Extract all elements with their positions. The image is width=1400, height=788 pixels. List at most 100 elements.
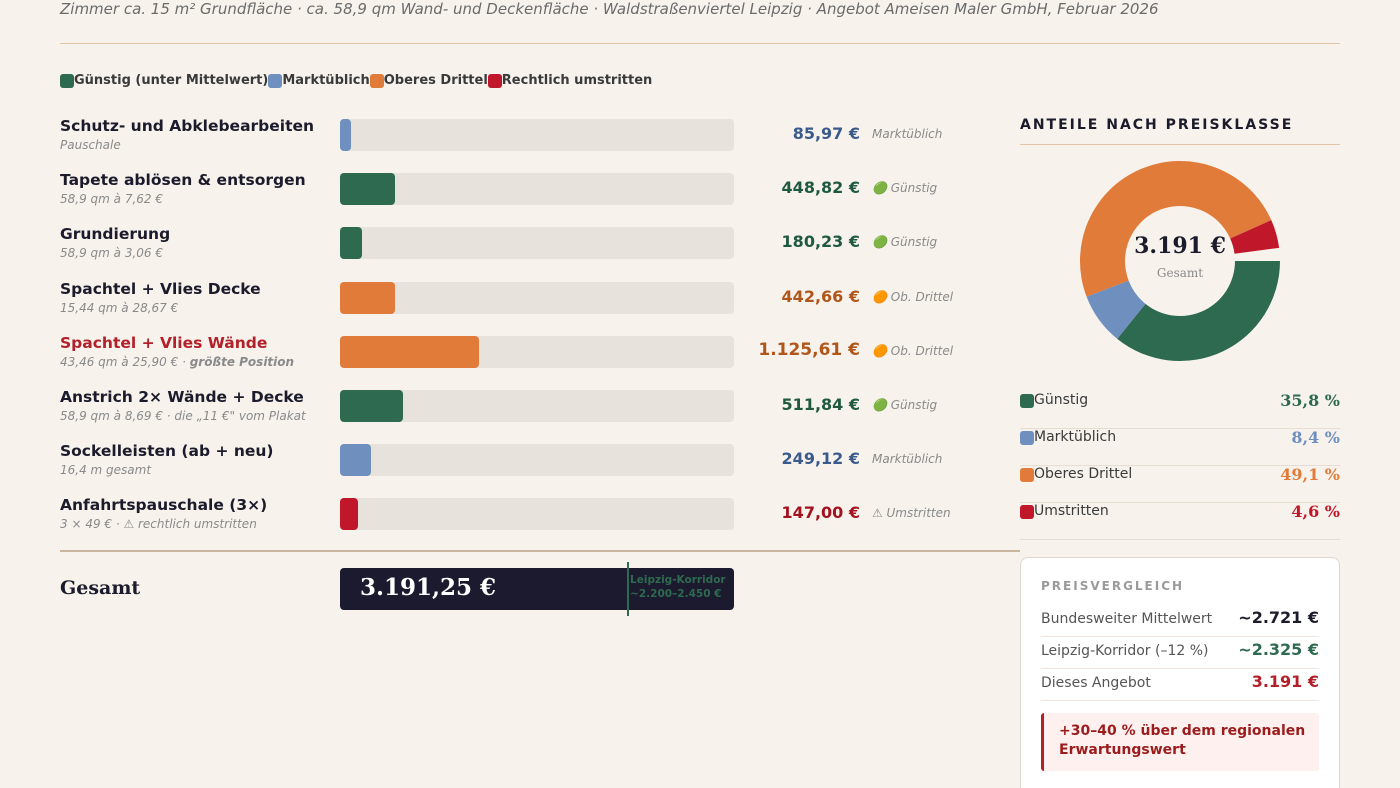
legend-label: Günstig (unter Mittelwert) <box>74 73 269 88</box>
cost-value-label: 249,12 € <box>781 449 860 469</box>
share-swatch <box>1020 468 1034 482</box>
donut-slice <box>1086 280 1146 339</box>
legend-label: Oberes Drittel <box>383 73 488 88</box>
cost-value-label: 511,84 € <box>781 395 860 414</box>
donut-center-value: 3.191 € <box>1134 233 1226 259</box>
cost-bar <box>340 281 395 314</box>
price-class-tag: ⚠ Umstritten <box>872 506 951 521</box>
cost-bar <box>340 335 479 368</box>
share-percent: 49,1 % <box>1280 465 1340 484</box>
total-divider <box>60 550 1020 552</box>
share-percent: 35,8 % <box>1280 391 1340 410</box>
header-divider <box>60 43 1340 44</box>
page-subtitle: Zimmer ca. 15 m² Grundfläche · ca. 58,9 … <box>60 0 1159 18</box>
cost-row-subtitle-text: 58,9 qm à 7,62 € <box>60 192 163 207</box>
corridor-marker <box>627 562 630 616</box>
cost-value-label: 448,82 € <box>781 178 860 198</box>
legend-item: Marktüblich <box>268 73 370 88</box>
legend-swatch <box>60 73 74 88</box>
cost-value-label: 180,23 € <box>781 232 860 252</box>
cost-bar <box>340 444 371 477</box>
price-class-tag: 🟢 Günstig <box>872 235 938 250</box>
donut-slice <box>1080 161 1272 297</box>
share-row: Umstritten 4,6 % <box>1020 502 1340 540</box>
cost-bar-track <box>340 281 734 314</box>
donut-slice <box>1117 261 1280 361</box>
cost-row: Grundierung 58,9 qm à 3,06 € 180,23 € 🟢 Gün… <box>60 225 960 279</box>
cost-value-label: 442,66 € <box>781 286 860 306</box>
cost-row-subtitle: 15,44 qm à 28,67 € <box>60 301 178 315</box>
cost-row-subtitle: 43,46 qm à 25,90 € · größte Position <box>60 355 294 369</box>
cost-bar <box>340 227 363 260</box>
cost-row-title: Spachtel + Vlies Decke <box>60 279 261 298</box>
price-class-tag: 🟢 Günstig <box>872 181 938 196</box>
comparison-heading: PREISVERGLEICH <box>1041 579 1185 593</box>
corridor-label-line2: ~2.200–2.450 € <box>630 588 722 600</box>
cost-row-title: Anstrich 2× Wände + Decke <box>60 388 304 406</box>
cost-bar-track <box>340 444 734 477</box>
corridor-label: Leipzig-Korridor ~2.200–2.450 € <box>630 573 726 601</box>
share-swatch <box>1020 505 1034 519</box>
share-swatch <box>1020 394 1034 408</box>
shares-heading: ANTEILE NACH PREISKLASSE <box>1020 117 1294 133</box>
price-class-tag: 🟢 Günstig <box>872 398 938 412</box>
cost-row-subtitle-text: 3 × 49 € · ⚠ rechtlich umstritten <box>60 517 257 532</box>
cost-row-subtitle-emphasis: größte Position <box>189 354 295 369</box>
share-row: Günstig 35,8 % <box>1020 391 1340 429</box>
total-bar: 3.191,25 € Leipzig-Korridor ~2.200–2.450… <box>340 562 734 616</box>
cost-value-label: 147,00 € <box>781 503 860 523</box>
cost-row: Sockelleisten (ab + neu) 16,4 m gesamt 249… <box>60 442 960 496</box>
donut-center-label: Gesamt <box>1157 266 1203 280</box>
cost-row-subtitle: 16,4 m gesamt <box>60 463 151 477</box>
cost-row: Schutz- und Abklebearbeiten Pauschale 85,9… <box>60 117 960 171</box>
price-class-tag: Marktüblich <box>872 452 943 467</box>
share-name: Marktüblich <box>1034 429 1117 445</box>
cost-row-subtitle: Pauschale <box>60 138 121 152</box>
legend-swatch <box>369 73 384 88</box>
cost-row-title: Sockelleisten (ab + neu) <box>60 442 274 461</box>
cost-bar-track <box>340 173 734 206</box>
share-name: Umstritten <box>1034 503 1109 519</box>
cost-row-subtitle-text: 58,9 qm à 3,06 € <box>60 246 163 261</box>
cost-bar-track <box>340 335 734 368</box>
comparison-alert-text: +30–40 % über dem regionalen Erwartungsw… <box>1059 723 1306 758</box>
legend-swatch <box>268 73 283 88</box>
shares-donut-chart: 3.191 € Gesamt <box>1080 161 1280 361</box>
cost-row-title: Spachtel + Vlies Wände <box>60 333 268 352</box>
cost-value-label: 1.125,61 € <box>758 339 860 360</box>
share-row: Oberes Drittel 49,1 % <box>1020 465 1340 503</box>
cost-bar <box>340 498 359 531</box>
comparison-row: Leipzig-Korridor (–12 %) ~2.325 € <box>1041 637 1319 669</box>
cost-bar-track <box>340 227 734 260</box>
cost-bar-track <box>340 119 734 151</box>
cost-row-title: Anfahrtspauschale (3×) <box>60 496 268 515</box>
cost-bar-track <box>340 390 734 422</box>
shares-divider <box>1020 144 1340 145</box>
comparison-name: Bundesweiter Mittelwert <box>1041 611 1213 627</box>
comparison-value: ~2.325 € <box>1238 640 1319 659</box>
cost-row-subtitle: 58,9 qm à 8,69 € · die „11 €" vom Plakat <box>60 409 306 423</box>
legend-label: Marktüblich <box>282 73 370 88</box>
cost-bar <box>340 390 404 422</box>
price-class-tag: 🟠 Ob. Drittel <box>872 289 954 304</box>
share-row: Marktüblich 8,4 % <box>1020 428 1340 466</box>
legend-item: Rechtlich umstritten <box>487 73 653 88</box>
legend: Günstig (unter Mittelwert) Marktüblich Obe… <box>60 73 652 88</box>
cost-row-subtitle: 58,9 qm à 3,06 € <box>60 246 163 260</box>
cost-bar <box>340 173 396 206</box>
cost-row: Anfahrtspauschale (3×) 3 × 49 € · ⚠ recht… <box>60 496 960 550</box>
legend-label: Rechtlich umstritten <box>501 73 653 88</box>
cost-row: Spachtel + Vlies Decke 15,44 qm à 28,67 €… <box>60 280 960 334</box>
cost-bar <box>340 119 351 151</box>
cost-row-subtitle: 3 × 49 € · ⚠ rechtlich umstritten <box>60 517 257 531</box>
comparison-alert: +30–40 % über dem regionalen Erwartungsw… <box>1041 713 1319 771</box>
price-comparison-card: PREISVERGLEICH Bundesweiter Mittelwert ~2… <box>1020 557 1340 788</box>
cost-row: Anstrich 2× Wände + Decke 58,9 qm à 8,69 … <box>60 388 960 442</box>
total-value: 3.191,25 € <box>360 574 497 601</box>
share-swatch <box>1020 431 1034 445</box>
cost-row-title: Tapete ablösen & entsorgen <box>60 171 306 190</box>
comparison-row: Bundesweiter Mittelwert ~2.721 € <box>1041 605 1319 637</box>
share-name: Günstig <box>1034 392 1089 408</box>
donut-slice <box>1230 220 1280 254</box>
cost-row-subtitle-text: 43,46 qm à 25,90 € · <box>60 354 190 369</box>
